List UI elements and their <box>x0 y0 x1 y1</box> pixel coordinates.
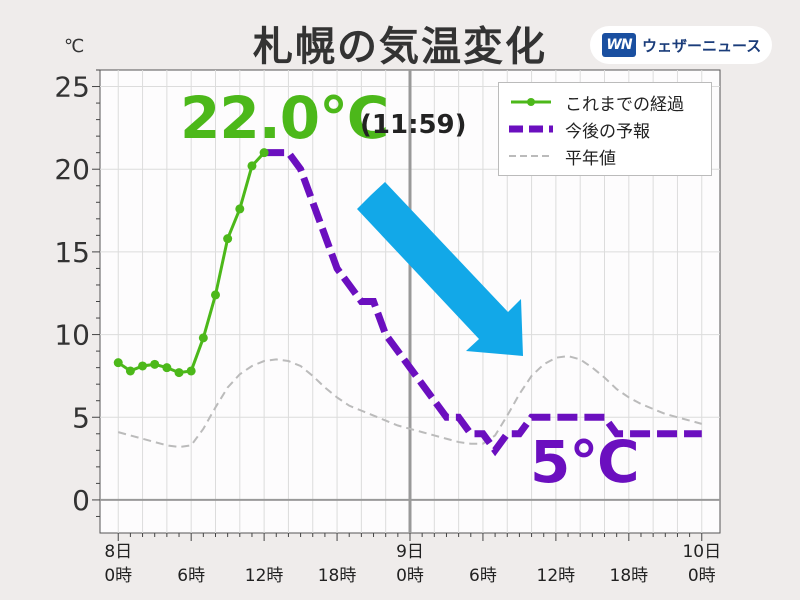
x-tick-label-hour: 0時 <box>104 566 132 586</box>
x-tick-label-hour: 18時 <box>610 566 649 586</box>
cooling-trend-arrow-icon <box>357 182 523 356</box>
x-tick-label-date: 8日 <box>104 542 132 562</box>
series-observed-point <box>247 161 257 171</box>
series-observed-point <box>235 204 245 214</box>
y-tick-label: 15 <box>54 236 90 269</box>
x-tick-label-hour: 0時 <box>396 566 424 586</box>
legend-swatch-observed <box>511 98 551 106</box>
x-tick-label-hour: 0時 <box>688 566 716 586</box>
legend-swatch-forecast <box>509 125 553 133</box>
series-observed-point <box>186 366 196 376</box>
weathernews-logo-icon: WN <box>602 33 636 57</box>
series-observed-point <box>125 366 135 376</box>
series-observed-point <box>150 359 160 369</box>
x-tick-label-hour: 6時 <box>177 566 205 586</box>
series-observed-point <box>162 363 172 373</box>
series-observed-point <box>174 368 184 378</box>
x-tick-label-hour: 12時 <box>537 566 576 586</box>
series-observed-point <box>138 361 148 371</box>
y-tick-label: 10 <box>54 319 90 352</box>
series-observed-point <box>223 234 233 244</box>
y-tick-label: 20 <box>54 153 90 186</box>
page-title: 札幌の気温変化 <box>253 24 547 70</box>
series-observed-point <box>113 358 123 368</box>
series-observed-point <box>210 290 220 300</box>
legend-item-normal: 平年値 <box>499 143 616 169</box>
legend-swatch-normal <box>509 155 553 157</box>
y-tick-label: 5 <box>72 401 90 434</box>
series-forecast-line <box>264 149 702 457</box>
current-time: (11:59) <box>360 110 467 140</box>
series-normal-line <box>117 355 703 449</box>
legend-label-observed: これまでの経過 <box>565 94 684 115</box>
legend-label-forecast: 今後の予報 <box>565 121 650 142</box>
legend-item-forecast: 今後の予報 <box>499 116 650 142</box>
forecast-low-temperature: 5℃ <box>530 428 640 496</box>
x-tick-label-hour: 12時 <box>245 566 284 586</box>
x-tick-label-date: 10日 <box>682 542 721 562</box>
legend-label-normal: 平年値 <box>565 148 616 169</box>
brand-logo: WN ウェザーニュース <box>590 26 772 64</box>
y-tick-label: 0 <box>72 484 90 517</box>
legend-item-observed: これまでの経過 <box>499 89 684 115</box>
brand-name: ウェザーニュース <box>642 36 762 55</box>
x-tick-label-date: 9日 <box>396 542 424 562</box>
x-tick-label-hour: 18時 <box>318 566 357 586</box>
series-observed-point <box>198 333 208 343</box>
current-temperature: 22.0℃ <box>180 84 389 152</box>
series-observed-point <box>259 148 269 158</box>
y-axis-unit: ℃ <box>64 36 85 57</box>
chart-legend: これまでの経過 今後の予報 平年値 <box>498 82 712 176</box>
x-tick-label-hour: 6時 <box>469 566 497 586</box>
y-tick-label: 25 <box>54 71 90 104</box>
